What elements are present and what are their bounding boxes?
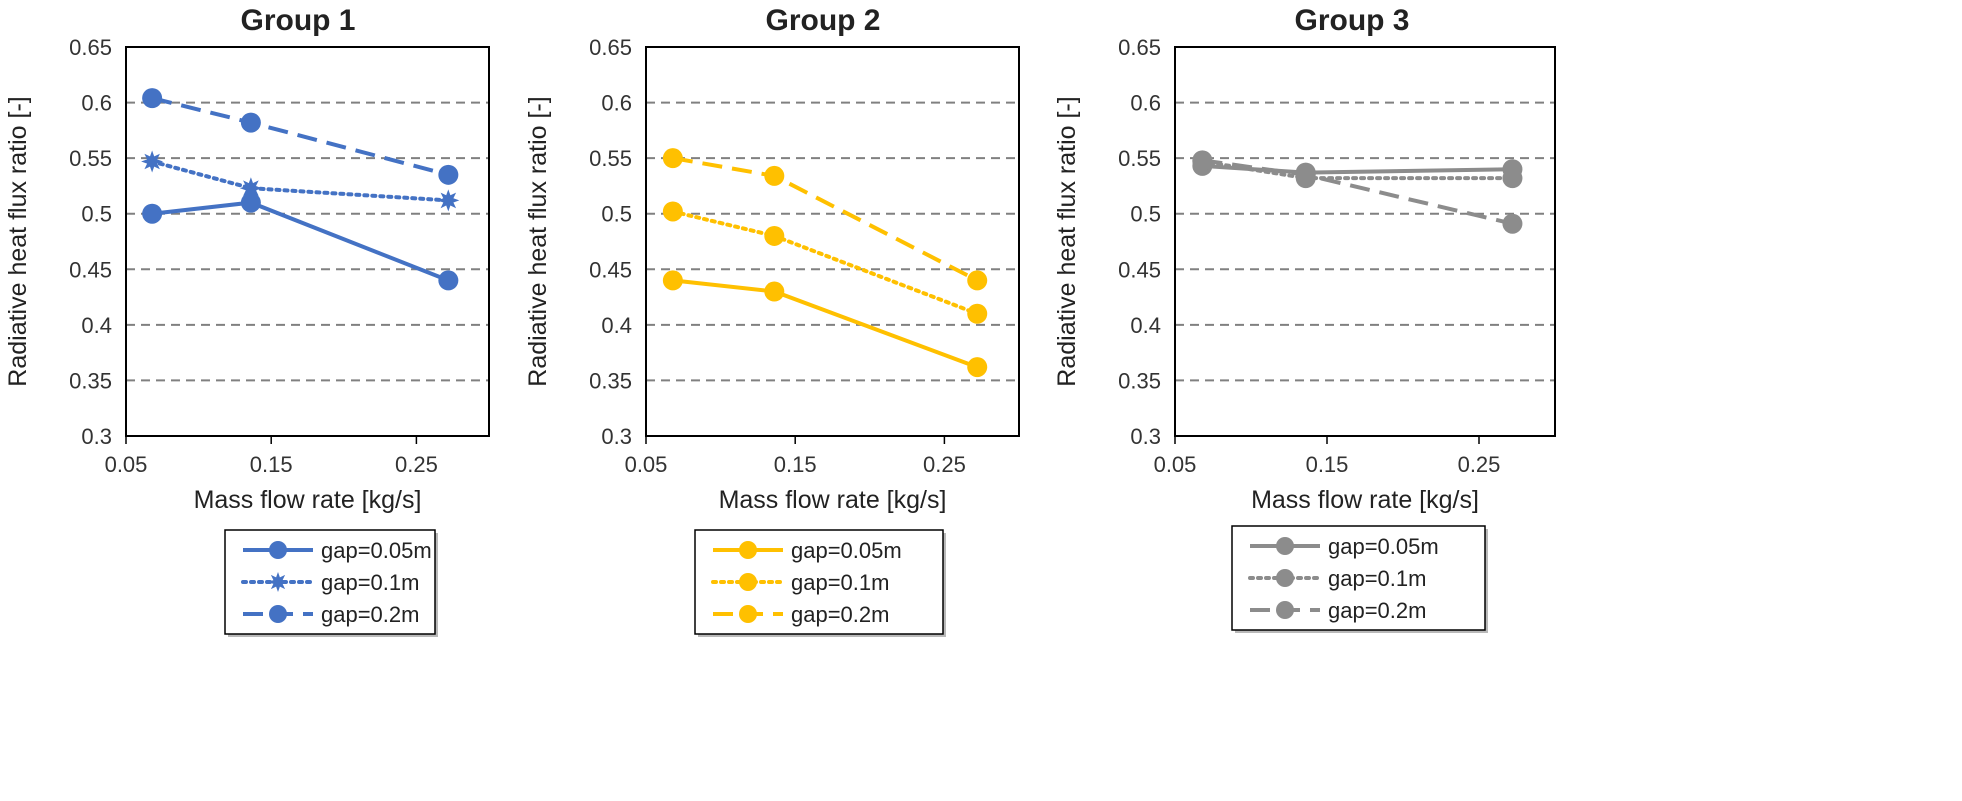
y-axis-label: Radiative heat flux ratio [-]: [1053, 96, 1081, 386]
data-point-gap=0.1m: [437, 189, 460, 212]
legend-marker-gap=0.2m: [1276, 601, 1294, 619]
y-tick-label: 0.55: [1118, 146, 1161, 171]
data-point-gap=0.2m: [438, 164, 459, 185]
chart-panel-3: Group 3 0.3 0.35 0.4 0.45 0.5 0.55 0.6 0.65 0.05 0…: [1053, 4, 1556, 633]
y-tick-label: 0.5: [81, 202, 112, 227]
x-tick-label: 0.15: [250, 452, 293, 477]
x-tick-label: 0.15: [1306, 452, 1349, 477]
legend-marker-gap=0.05m: [739, 541, 757, 559]
y-tick-label: 0.45: [69, 257, 112, 282]
x-tick-label: 0.15: [774, 452, 817, 477]
y-tick-label: 0.6: [81, 91, 112, 116]
y-tick-label: 0.4: [81, 313, 112, 338]
y-tick-label: 0.65: [1118, 35, 1161, 60]
legend-marker-gap=0.1m: [268, 572, 288, 592]
plot-frame: [125, 46, 490, 437]
chart-title: Group 2: [765, 4, 880, 37]
legend-marker-gap=0.1m: [739, 573, 757, 591]
x-tick-label: 0.05: [625, 452, 668, 477]
y-tick-label: 0.3: [1130, 424, 1161, 449]
legend-label: gap=0.2m: [791, 602, 889, 627]
series-line-gap=0.1m: [150, 159, 451, 203]
y-tick-label: 0.55: [589, 146, 632, 171]
legend-marker-gap=0.05m: [269, 541, 287, 559]
y-tick-label: 0.5: [1130, 202, 1161, 227]
data-point-gap=0.2m: [967, 270, 988, 291]
legend-label: gap=0.1m: [321, 570, 419, 595]
legend-marker-gap=0.05m: [1276, 537, 1294, 555]
legend-label: gap=0.1m: [791, 570, 889, 595]
data-point-gap=0.1m: [764, 225, 785, 246]
chart-panel-1: Group 1 0.3 0.35 0.4 0.45 0.5 0.55 0.6 0.65 0.05 0…: [4, 4, 490, 637]
data-point-gap=0.2m: [662, 148, 683, 169]
series-line-gap=0.05m: [672, 278, 978, 369]
data-point-gap=0.05m: [764, 281, 785, 302]
data-point-gap=0.1m: [1502, 168, 1523, 189]
series-line-gap=0.1m: [670, 209, 980, 316]
chart-title: Group 1: [240, 4, 355, 37]
y-tick-label: 0.35: [1118, 368, 1161, 393]
x-axis-label: Mass flow rate [kg/s]: [194, 486, 422, 514]
legend-label: gap=0.2m: [321, 602, 419, 627]
data-point-gap=0.1m: [967, 303, 988, 324]
y-tick-label: 0.4: [1130, 313, 1161, 338]
series-line-gap=0.2m: [151, 96, 449, 177]
x-tick-label: 0.25: [395, 452, 438, 477]
plot-frame: [645, 46, 1020, 437]
chart-panel-2: Group 2 0.3 0.35 0.4 0.45 0.5 0.55 0.6 0.65 0.05 0…: [524, 4, 1020, 637]
data-point-gap=0.05m: [240, 192, 261, 213]
chart-title: Group 3: [1294, 4, 1409, 37]
y-tick-label: 0.55: [69, 146, 112, 171]
legend-label: gap=0.1m: [1328, 566, 1426, 591]
y-tick-label: 0.6: [1130, 91, 1161, 116]
x-axis-label: Mass flow rate [kg/s]: [719, 486, 947, 514]
y-tick-label: 0.6: [601, 91, 632, 116]
data-point-gap=0.05m: [967, 357, 988, 378]
legend-label: gap=0.05m: [321, 538, 432, 563]
y-tick-label: 0.3: [601, 424, 632, 449]
data-point-gap=0.05m: [438, 270, 459, 291]
data-point-gap=0.2m: [764, 165, 785, 186]
data-point-gap=0.2m: [1502, 213, 1523, 234]
x-tick-label: 0.05: [1154, 452, 1197, 477]
y-tick-label: 0.45: [589, 257, 632, 282]
legend-label: gap=0.05m: [791, 538, 902, 563]
legend-marker-gap=0.2m: [269, 605, 287, 623]
plot-frame: [1174, 46, 1556, 437]
data-point-gap=0.2m: [240, 112, 261, 133]
data-point-gap=0.05m: [142, 203, 163, 224]
x-tick-label: 0.25: [923, 452, 966, 477]
y-tick-label: 0.65: [589, 35, 632, 60]
data-point-gap=0.2m: [1192, 150, 1213, 171]
y-tick-label: 0.5: [601, 202, 632, 227]
data-point-gap=0.2m: [1295, 164, 1316, 185]
y-tick-label: 0.4: [601, 313, 632, 338]
y-axis-label: Radiative heat flux ratio [-]: [524, 96, 552, 386]
legend-label: gap=0.05m: [1328, 534, 1439, 559]
y-tick-label: 0.35: [589, 368, 632, 393]
series-line-gap=0.2m: [672, 156, 979, 283]
data-point-gap=0.1m: [141, 150, 164, 173]
data-point-gap=0.1m: [662, 201, 683, 222]
y-axis-label: Radiative heat flux ratio [-]: [4, 96, 32, 386]
y-tick-label: 0.65: [69, 35, 112, 60]
legend-marker-gap=0.2m: [739, 605, 757, 623]
data-point-gap=0.1m: [239, 177, 262, 200]
data-point-gap=0.05m: [662, 270, 683, 291]
y-tick-label: 0.45: [1118, 257, 1161, 282]
legend-marker-gap=0.1m: [1276, 569, 1294, 587]
legend-label: gap=0.2m: [1328, 598, 1426, 623]
y-tick-label: 0.35: [69, 368, 112, 393]
y-tick-label: 0.3: [81, 424, 112, 449]
x-axis-label: Mass flow rate [kg/s]: [1251, 486, 1479, 514]
x-tick-label: 0.25: [1458, 452, 1501, 477]
data-point-gap=0.2m: [142, 88, 163, 109]
x-tick-label: 0.05: [105, 452, 148, 477]
